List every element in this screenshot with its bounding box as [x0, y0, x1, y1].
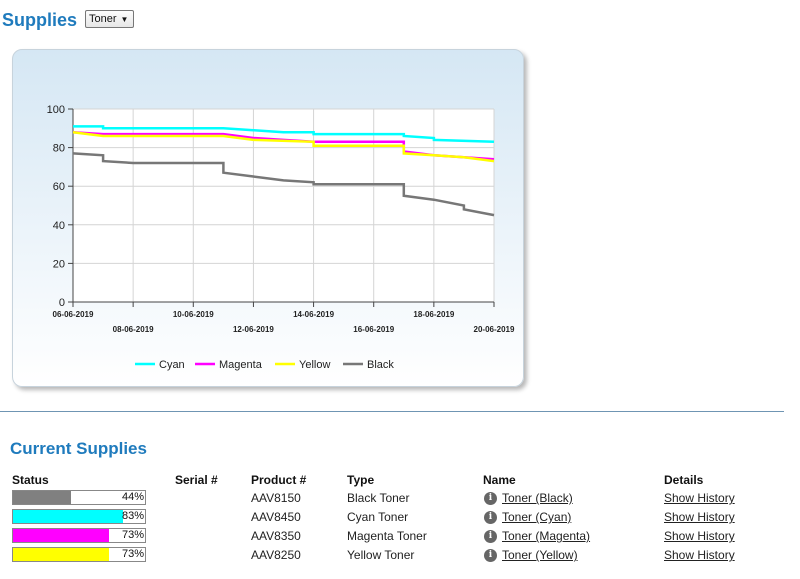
supply-type: Cyan Toner [347, 510, 409, 524]
x-tick-label: 06-06-2019 [53, 310, 94, 319]
supply-type-select[interactable]: Toner ▼ [85, 10, 135, 28]
status-bar: 44% [12, 490, 146, 505]
status-percent: 83% [121, 510, 144, 522]
x-tick-label: 08-06-2019 [113, 325, 154, 334]
col-header-name: Name [483, 473, 516, 487]
supply-type: Magenta Toner [347, 529, 427, 543]
product-number: AAV8150 [251, 491, 301, 505]
y-tick-label: 0 [59, 297, 65, 309]
x-tick-label: 18-06-2019 [413, 310, 454, 319]
legend-label-yellow: Yellow [299, 359, 330, 371]
info-icon[interactable]: i [484, 492, 497, 505]
x-tick-label: 14-06-2019 [293, 310, 334, 319]
y-tick-label: 100 [47, 104, 65, 116]
page-title: Supplies [2, 10, 78, 30]
select-value: Toner [89, 13, 117, 25]
show-history-link[interactable]: Show History [664, 548, 735, 562]
show-history-link[interactable]: Show History [664, 510, 735, 524]
supply-name-link[interactable]: Toner (Magenta) [502, 529, 591, 543]
status-percent: 73% [121, 548, 144, 560]
product-number: AAV8250 [251, 548, 301, 562]
x-tick-label: 10-06-2019 [173, 310, 214, 319]
x-tick-label: 12-06-2019 [233, 325, 274, 334]
col-header-type: Type [347, 473, 375, 487]
info-icon[interactable]: i [484, 549, 497, 562]
chevron-down-icon: ▼ [120, 15, 129, 24]
col-header-status: Status [12, 473, 49, 487]
legend-label-magenta: Magenta [219, 359, 263, 371]
supply-type: Black Toner [347, 491, 410, 505]
show-history-link[interactable]: Show History [664, 529, 735, 543]
info-icon[interactable]: i [484, 511, 497, 524]
status-bar-fill [13, 529, 110, 542]
supplies-history-chart: 0 20 40 60 80 100 06-06-2019 10-06-2019 14-06-20… [47, 104, 515, 371]
col-header-details: Details [664, 473, 704, 487]
supply-name-link[interactable]: Toner (Black) [502, 491, 573, 505]
col-header-product: Product # [251, 473, 307, 487]
status-bar: 83% [12, 509, 146, 524]
col-header-serial: Serial # [175, 473, 218, 487]
status-percent: 44% [121, 491, 144, 503]
product-number: AAV8450 [251, 510, 301, 524]
y-tick-label: 20 [53, 258, 65, 270]
chart-panel: 0 20 40 60 80 100 06-06-2019 10-06-2019 14-06-20… [12, 49, 524, 387]
supply-name-link[interactable]: Toner (Cyan) [502, 510, 572, 524]
series-line-black [72, 152, 495, 217]
supply-type: Yellow Toner [347, 548, 415, 562]
status-bar-fill [13, 510, 123, 523]
current-supplies-title: Current Supplies [10, 439, 147, 458]
legend-label-black: Black [367, 359, 394, 371]
series-line-yellow [72, 130, 495, 163]
y-tick-label: 60 [53, 181, 65, 193]
supply-name-link[interactable]: Toner (Yellow) [502, 548, 578, 562]
status-bar-fill [13, 548, 110, 561]
series-line-cyan [73, 125, 495, 144]
show-history-link[interactable]: Show History [664, 491, 735, 505]
status-percent: 73% [121, 529, 144, 541]
status-bar: 73% [12, 547, 146, 562]
legend-label-cyan: Cyan [159, 359, 185, 371]
x-tick-label: 20-06-2019 [474, 325, 515, 334]
info-icon[interactable]: i [484, 530, 497, 543]
status-bar: 73% [12, 528, 146, 543]
x-tick-label: 16-06-2019 [353, 325, 394, 334]
y-tick-label: 40 [53, 220, 65, 232]
product-number: AAV8350 [251, 529, 301, 543]
status-bar-fill [13, 491, 72, 504]
section-divider [0, 411, 784, 412]
y-tick-label: 80 [53, 143, 65, 155]
